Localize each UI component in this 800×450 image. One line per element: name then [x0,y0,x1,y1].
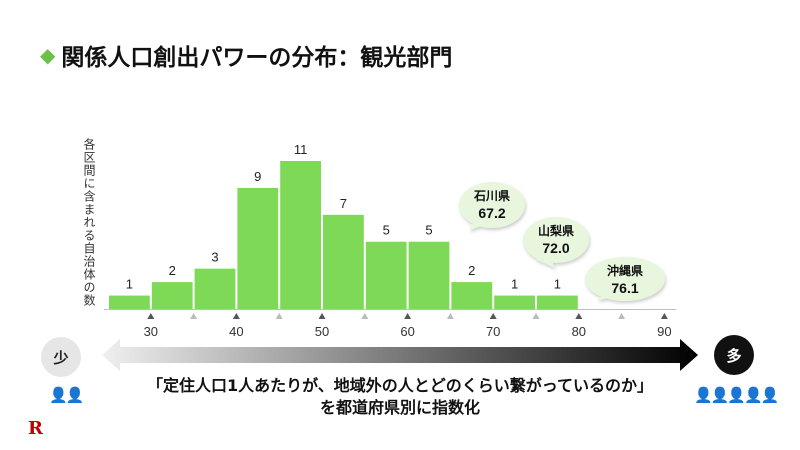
callout-prefecture: 沖縄県 [607,263,643,278]
callout-bubble [585,257,665,301]
x-major-tick [660,313,668,319]
x-minor-tick [275,313,283,319]
callout-prefecture: 山梨県 [538,223,574,238]
x-minor-tick [446,313,454,319]
x-minor-tick [190,313,198,319]
bar-value-label: 1 [126,277,133,292]
x-major-tick [489,313,497,319]
bar-value-label: 3 [211,250,218,265]
x-major-tick [575,313,583,319]
histogram-bar [365,241,407,309]
histogram-bar [537,295,578,309]
bar-value-label: 1 [554,277,561,292]
diamond-icon: ◆ [40,43,56,67]
caption: 「定住人口1人あたりが、地域外の人とどのくらい繋がっているのか」 を都道府県別に… [100,375,700,419]
callout-bubble [459,182,525,230]
x-major-tick [404,313,412,319]
histogram-bar [323,214,364,309]
callout-value: 76.1 [611,280,638,296]
callout-value: 67.2 [478,205,505,221]
callout-bubble [523,217,589,268]
callout-body [459,182,525,228]
high-badge: 多 [714,335,754,375]
x-tick-label: 80 [572,324,586,339]
histogram-bar [194,268,236,309]
bar-value-label: 2 [169,263,176,278]
people-many-icon: 👤👤👤👤👤 [694,386,779,404]
histogram-bar [151,282,193,309]
callout-prefecture: 石川県 [473,189,510,203]
callout-value: 72.0 [542,240,569,256]
rakuten-logo: R [28,418,43,439]
x-tick-label: 70 [486,324,500,339]
low-badge: 少 [41,337,81,377]
histogram-bar [494,295,535,309]
callout-body [585,257,665,301]
caption-line-2: を都道府県別に指数化 [319,398,480,417]
page-title: ◆ 関係人口創出パワーの分布：観光部門 [40,38,452,72]
bar-value-label: 9 [254,169,261,184]
bar-value-label: 1 [511,277,518,292]
histogram-bar [280,161,321,309]
gradient-arrow [102,339,698,371]
histogram-bar [451,282,493,309]
people-few-icon: 👤👤 [49,386,84,404]
x-major-tick [232,313,240,319]
bar-value-label: 2 [468,263,475,278]
x-tick-label: 40 [229,324,243,339]
title-text: 関係人口創出パワーの分布：観光部門 [61,45,453,71]
bar-value-label: 11 [294,142,308,157]
x-major-tick [318,313,326,319]
x-tick-label: 50 [315,324,329,339]
x-tick-label: 30 [144,324,158,339]
callout-body [523,217,589,263]
x-minor-tick [618,313,626,319]
x-minor-tick [361,313,369,319]
x-tick-label: 90 [657,324,671,339]
histogram-bar [237,187,279,309]
bar-value-label: 5 [425,223,432,238]
caption-line-1: 「定住人口1人あたりが、地域外の人とどのくらい繋がっているのか」 [146,376,653,395]
histogram-bar [408,241,450,309]
x-major-tick [147,313,155,319]
x-minor-tick [532,313,540,319]
histogram-bar [109,295,150,309]
bar-value-label: 7 [340,196,347,211]
x-tick-label: 60 [400,324,414,339]
y-axis-label: 各区間に含まれる自治体の数 [82,138,96,307]
bar-value-label: 5 [383,223,390,238]
